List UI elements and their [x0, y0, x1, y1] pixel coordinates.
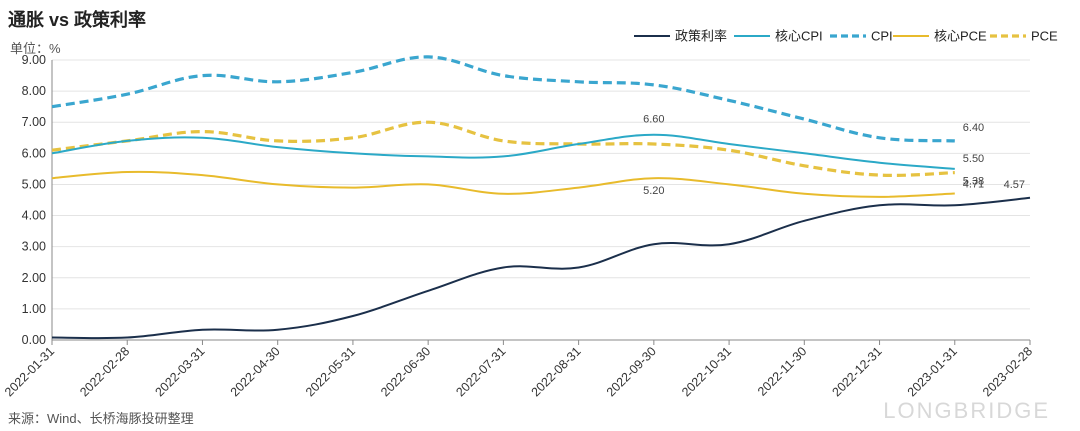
series-line-pce: [51, 120, 955, 177]
x-tick-label: 2022-06-30: [378, 344, 433, 399]
y-tick-label: 2.00: [22, 271, 46, 285]
x-tick-label: 2022-12-31: [830, 344, 885, 399]
series-line-core_pce: [51, 170, 955, 198]
data-label: 6.40: [963, 122, 984, 134]
y-tick-label: 1.00: [22, 302, 46, 316]
legend-label-cpi: CPI: [871, 29, 893, 44]
y-tick-label: 4.00: [22, 209, 46, 223]
x-tick-label: 2022-08-31: [529, 344, 584, 399]
series-line-policy: [51, 196, 1031, 340]
series-line-cpi: [51, 55, 955, 143]
x-tick-label: 2022-03-31: [152, 344, 207, 399]
x-tick-label: 2022-05-31: [303, 344, 358, 399]
brand-watermark: LONGBRIDGE: [883, 398, 1050, 423]
x-tick-label: 2022-10-31: [679, 344, 734, 399]
series-lines: [51, 55, 1031, 340]
y-tick-label: 8.00: [22, 84, 46, 98]
y-tick-label: 0.00: [22, 333, 46, 347]
legend-label-policy: 政策利率: [675, 29, 727, 44]
x-tick-label: 2023-01-31: [905, 344, 960, 399]
y-tick-label: 9.00: [22, 53, 46, 67]
x-axis: 2022-01-31 2022-02-28 2022-03-31 2022-04-30…: [2, 339, 1035, 399]
x-tick-label: 2022-02-28: [77, 344, 132, 399]
legend: 政策利率 核心CPI CPI 核心PCE PCE: [634, 29, 1058, 44]
data-label: 5.50: [963, 153, 984, 165]
y-unit-label: 单位：%: [10, 41, 61, 56]
legend-label-core_pce: 核心PCE: [934, 29, 987, 44]
chart-title: 通胀 vs 政策利率: [8, 10, 147, 30]
legend-label-pce: PCE: [1031, 29, 1058, 44]
source-note: 来源：Wind、长桥海豚投研整理: [8, 411, 194, 426]
data-label: 5.38: [963, 176, 984, 188]
x-tick-label: 2022-04-30: [228, 344, 283, 399]
data-label: 4.57: [1004, 179, 1025, 191]
legend-label-core_cpi: 核心CPI: [775, 29, 823, 44]
data-label: 6.60: [643, 114, 664, 126]
x-tick-label: 2022-01-31: [2, 344, 57, 399]
x-tick-label: 2022-11-30: [755, 344, 809, 398]
data-label: 5.20: [643, 185, 664, 197]
x-tick-label: 2023-02-28: [980, 344, 1035, 399]
y-tick-label: 7.00: [22, 115, 46, 129]
y-tick-label: 3.00: [22, 240, 46, 254]
x-tick-label: 2022-07-31: [453, 344, 508, 399]
series-line-core_cpi: [51, 133, 955, 170]
y-tick-label: 6.00: [22, 146, 46, 160]
grid-lines: [52, 59, 1030, 341]
x-tick-label: 2022-09-30: [604, 344, 659, 399]
data-label: 4.71: [963, 178, 984, 190]
y-axis: 0.00 1.00 2.00 3.00 4.00 5.00 6.00 7.00 8.00 9.00: [22, 53, 53, 347]
data-labels: 6.60 5.20 6.40 5.50 5.384.71 4.57: [643, 114, 1025, 198]
y-tick-label: 5.00: [22, 177, 46, 191]
